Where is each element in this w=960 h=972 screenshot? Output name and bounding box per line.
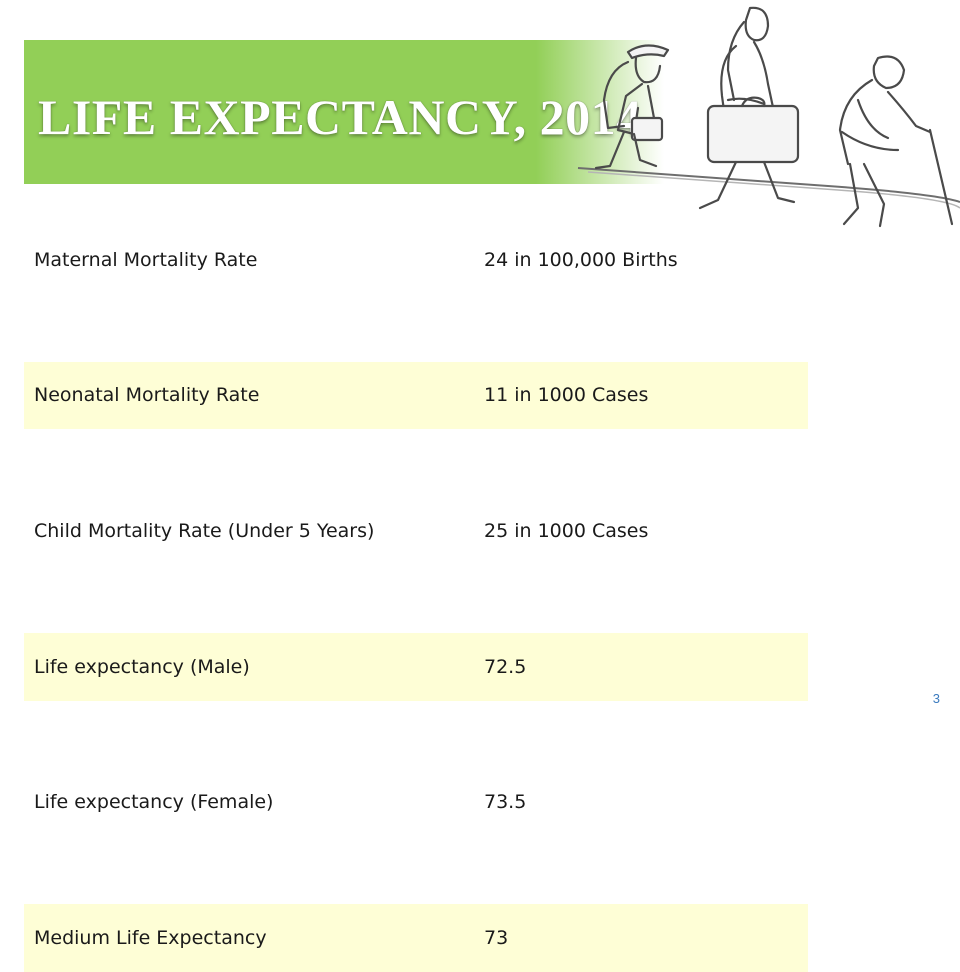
row-label: Life expectancy (Male) <box>24 632 474 701</box>
row-value: 73.5 <box>484 791 527 814</box>
row-value: 25 in 1000 Cases <box>484 520 649 543</box>
row-label: Life expectancy (Female) <box>34 791 274 814</box>
row-value: 73 <box>474 903 808 972</box>
statistics-table: Maternal Mortality Rate 24 in 100,000 Bi… <box>24 226 808 972</box>
row-value: 11 in 1000 Cases <box>474 361 808 430</box>
life-stages-illustration <box>577 6 960 228</box>
table-row: Maternal Mortality Rate 24 in 100,000 Bi… <box>24 226 808 294</box>
row-label: Neonatal Mortality Rate <box>24 361 474 430</box>
page-number: 3 <box>932 691 940 706</box>
row-value: 24 in 100,000 Births <box>484 248 678 271</box>
table-row: Neonatal Mortality Rate 11 in 1000 Cases <box>24 361 808 430</box>
row-label: Child Mortality Rate (Under 5 Years) <box>34 520 375 543</box>
row-label: Medium Life Expectancy <box>24 903 474 972</box>
table-row: Life expectancy (Male) 72.5 <box>24 632 808 701</box>
slide-title: Life Expectancy, 2014 <box>38 89 642 145</box>
row-label: Maternal Mortality Rate <box>34 248 258 271</box>
table-row: Life expectancy (Female) 73.5 <box>24 768 808 836</box>
row-value: 72.5 <box>474 632 808 701</box>
title-banner <box>24 40 664 184</box>
table-row: Child Mortality Rate (Under 5 Years) 25 … <box>24 497 808 565</box>
table-row: Medium Life Expectancy 73 <box>24 903 808 972</box>
